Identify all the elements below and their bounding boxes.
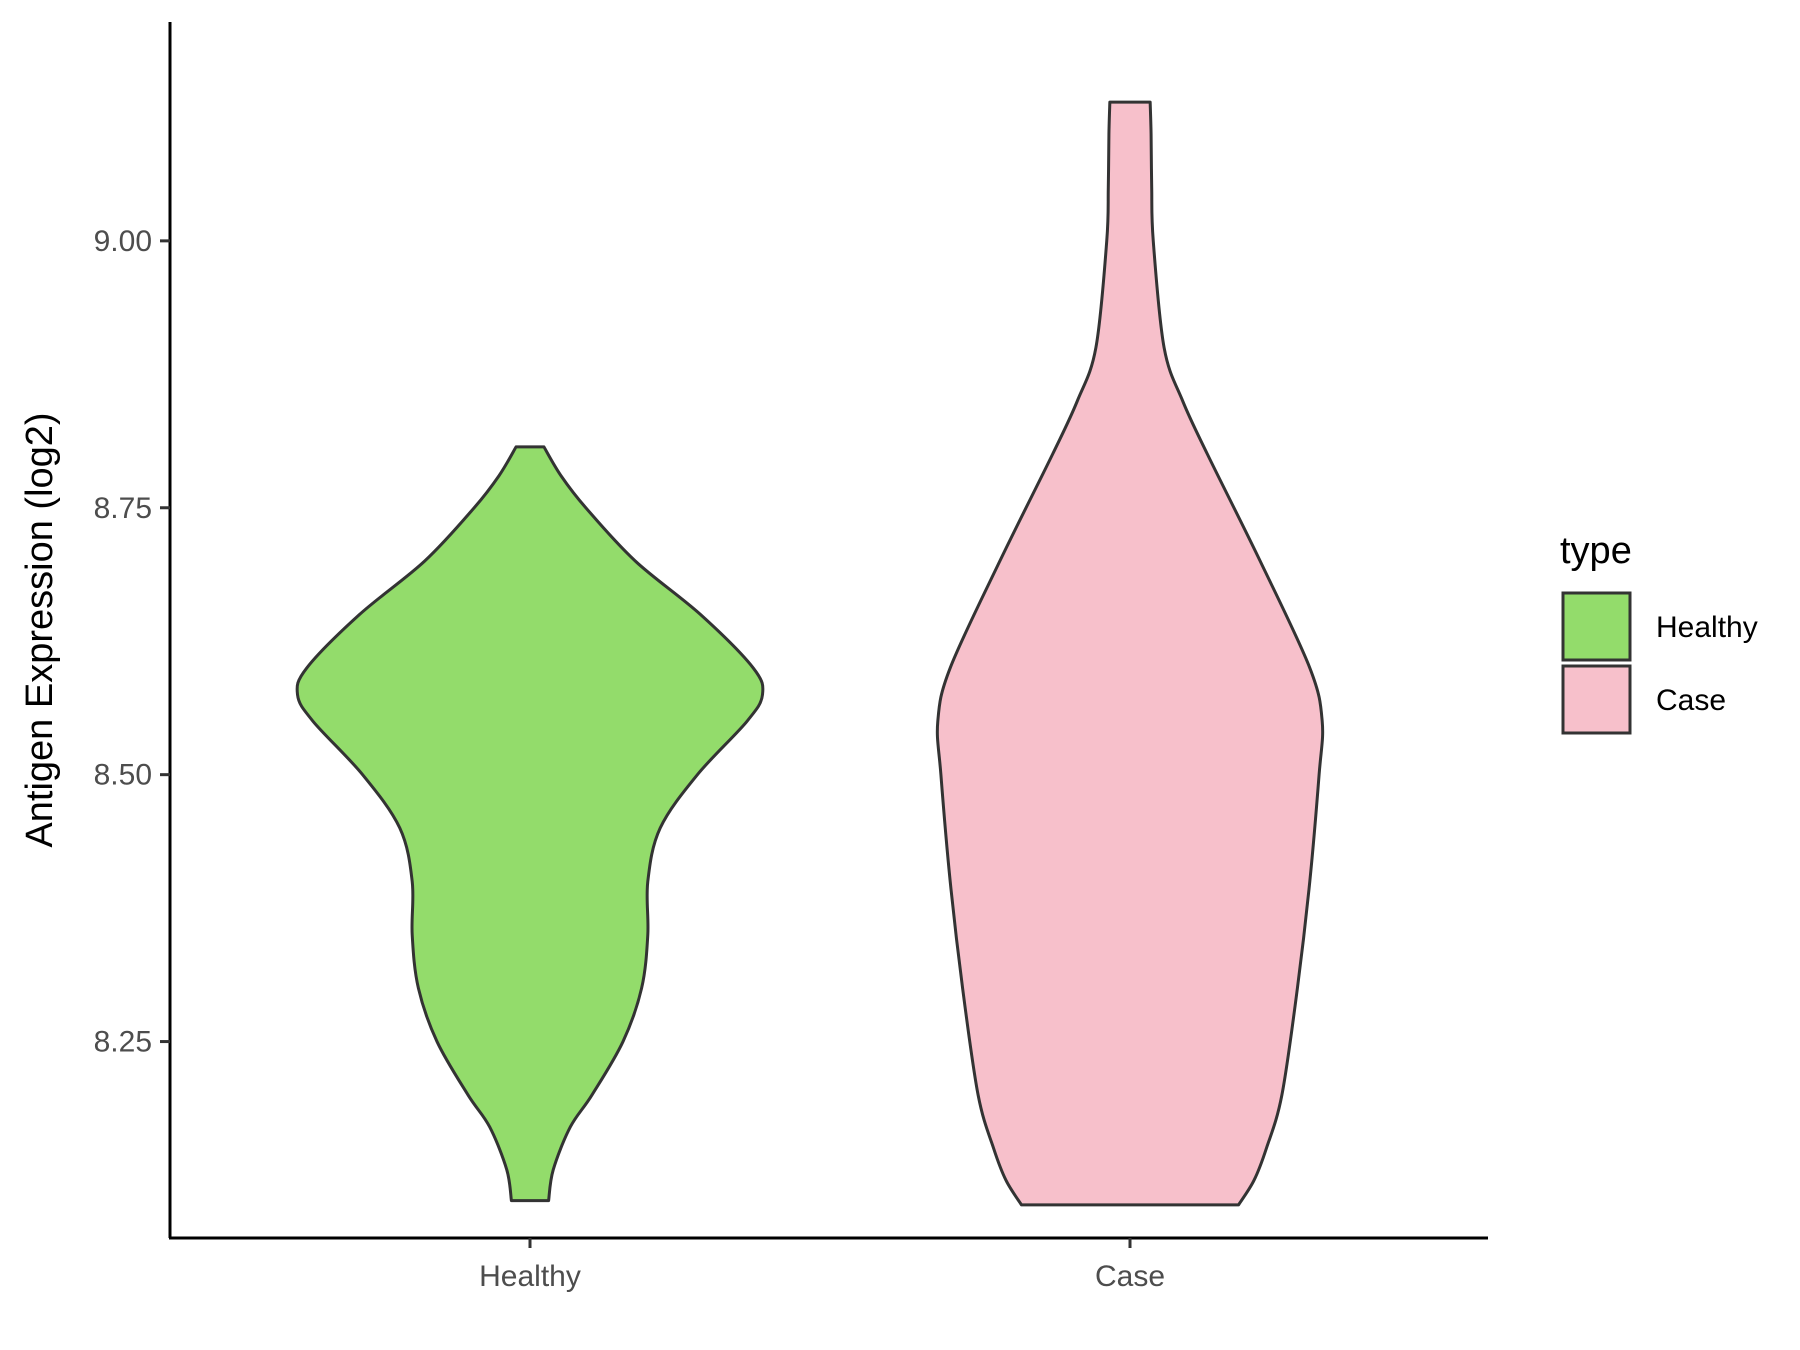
x-tick-label: Healthy	[479, 1260, 581, 1293]
violin-group	[295, 100, 1325, 1207]
legend-label-case: Case	[1656, 684, 1726, 717]
y-tick-label: 8.50	[94, 759, 152, 792]
legend-swatch-healthy	[1561, 591, 1632, 662]
y-tick-label: 9.00	[94, 225, 152, 258]
violin-healthy	[295, 445, 765, 1203]
x-ticks: Healthy Case	[479, 1238, 1165, 1293]
legend-title: type	[1560, 530, 1632, 572]
y-axis-title: Antigen Expression (log2)	[19, 412, 61, 847]
legend-items: Healthy Case	[1561, 591, 1758, 735]
violin-case	[935, 100, 1325, 1207]
y-ticks: 8.25 8.50 8.75 9.00	[94, 225, 170, 1059]
y-tick-label: 8.25	[94, 1026, 152, 1059]
y-tick-label: 8.75	[94, 492, 152, 525]
x-tick-label: Case	[1095, 1260, 1165, 1293]
legend: type Healthy Case	[1560, 530, 1758, 735]
legend-label-healthy: Healthy	[1656, 611, 1758, 644]
legend-swatch-case	[1561, 664, 1632, 735]
